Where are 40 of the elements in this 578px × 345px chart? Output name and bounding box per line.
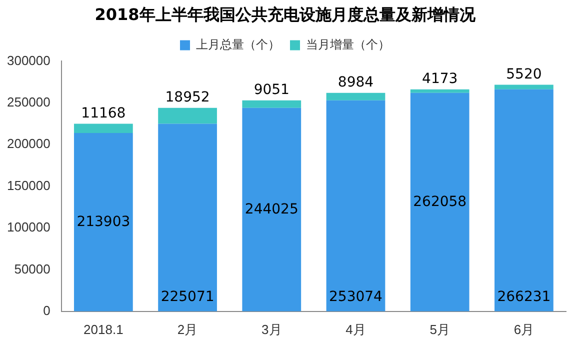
data-label: 11168 xyxy=(81,105,126,122)
legend-label: 当月增量（个） xyxy=(306,38,390,52)
bar xyxy=(242,100,302,108)
data-label: 5520 xyxy=(506,66,542,82)
data-label: 213903 xyxy=(76,214,130,230)
y-tick-label: 200000 xyxy=(6,136,50,152)
bar xyxy=(326,100,386,312)
bar xyxy=(158,108,217,124)
bar xyxy=(410,89,470,93)
bar xyxy=(326,92,386,100)
bar xyxy=(242,108,302,312)
y-tick-label: 300000 xyxy=(6,52,50,68)
bar xyxy=(494,89,554,312)
bar xyxy=(74,133,133,312)
bar xyxy=(74,124,133,134)
data-label: 244025 xyxy=(244,201,298,218)
bar xyxy=(494,84,554,90)
x-tick-label: 5月 xyxy=(430,322,450,337)
x-tick-label: 6月 xyxy=(514,322,534,337)
data-label: 262058 xyxy=(413,194,467,210)
data-label: 253074 xyxy=(329,289,383,306)
x-tick-label: 2018.1 xyxy=(84,322,124,337)
y-tick-label: 250000 xyxy=(6,94,50,110)
chart-title: 2018年上半年我国公共充电设施月度总量及新增情况 xyxy=(94,4,476,24)
x-tick-label: 4月 xyxy=(346,322,366,337)
data-label: 8984 xyxy=(338,74,374,90)
data-label: 9051 xyxy=(254,82,290,98)
data-label: 4173 xyxy=(422,71,458,88)
y-tick-label: 50000 xyxy=(14,261,50,276)
x-tick-label: 2月 xyxy=(177,322,198,337)
data-label: 18952 xyxy=(165,90,210,106)
data-label: 266231 xyxy=(497,289,551,306)
bar xyxy=(158,124,217,312)
data-label: 225071 xyxy=(160,289,214,306)
legend-label: 上月总量（个） xyxy=(196,38,280,52)
y-tick-label: 100000 xyxy=(6,220,50,235)
y-tick-label: 0 xyxy=(43,302,50,318)
bar xyxy=(410,92,470,312)
x-tick-label: 3月 xyxy=(262,322,282,337)
y-tick-label: 150000 xyxy=(6,178,50,193)
